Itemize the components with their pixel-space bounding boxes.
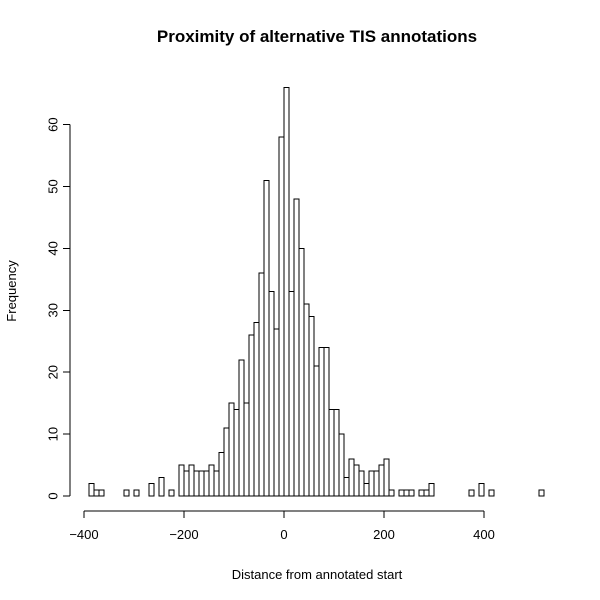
histogram-bar bbox=[253, 322, 260, 497]
histogram-bar bbox=[398, 489, 405, 497]
histogram-bar bbox=[293, 198, 300, 497]
histogram-bar bbox=[408, 489, 415, 497]
x-tick-label: 200 bbox=[373, 527, 395, 542]
histogram-bar bbox=[98, 489, 105, 497]
y-tick-label: 50 bbox=[46, 179, 61, 193]
histogram-bar bbox=[233, 408, 240, 497]
histogram-bar bbox=[488, 489, 495, 497]
histogram-bar bbox=[228, 402, 235, 497]
histogram-bar bbox=[268, 291, 275, 497]
histogram-bar bbox=[468, 489, 475, 497]
histogram-bar bbox=[258, 272, 265, 497]
histogram-bar bbox=[363, 483, 370, 497]
y-tick-label: 20 bbox=[46, 365, 61, 379]
histogram-bars bbox=[88, 86, 545, 497]
histogram-bar bbox=[373, 470, 380, 497]
histogram-bar bbox=[213, 470, 220, 497]
y-tick-label: 60 bbox=[46, 117, 61, 131]
histogram-bar bbox=[243, 402, 250, 497]
histogram-bar bbox=[538, 489, 545, 497]
y-tick-label: 10 bbox=[46, 427, 61, 441]
histogram-bar bbox=[238, 359, 245, 497]
histogram-bar bbox=[333, 408, 340, 497]
histogram-bar bbox=[378, 464, 385, 497]
histogram-bar bbox=[178, 464, 185, 497]
histogram-bar bbox=[343, 476, 350, 497]
histogram-bar bbox=[303, 303, 310, 497]
x-axis: −400 −200 0 200 400 bbox=[69, 510, 495, 542]
histogram-bar bbox=[308, 315, 315, 497]
histogram-bar bbox=[248, 334, 255, 497]
histogram-bar bbox=[348, 458, 355, 497]
histogram-bar bbox=[283, 86, 290, 497]
histogram-bar bbox=[193, 470, 200, 497]
histogram-bar bbox=[358, 470, 365, 497]
y-tick-label: 0 bbox=[46, 492, 61, 499]
histogram-bar bbox=[368, 470, 375, 497]
histogram-bar bbox=[428, 483, 435, 497]
histogram-bar bbox=[208, 464, 215, 497]
histogram-bar bbox=[318, 346, 325, 497]
histogram-bar bbox=[263, 179, 270, 497]
y-tick-label: 40 bbox=[46, 241, 61, 255]
histogram-bar bbox=[478, 483, 485, 497]
histogram-bar bbox=[313, 365, 320, 497]
histogram-bar bbox=[423, 489, 430, 497]
histogram-bar bbox=[288, 291, 295, 497]
x-tick-label: −400 bbox=[69, 527, 98, 542]
y-axis-label: Frequency bbox=[4, 260, 19, 322]
histogram-bar bbox=[418, 489, 425, 497]
histogram-bar bbox=[338, 433, 345, 497]
histogram-bar bbox=[93, 489, 100, 497]
histogram-bar bbox=[388, 489, 395, 497]
histogram-bar bbox=[223, 427, 230, 497]
x-tick-label: −200 bbox=[169, 527, 198, 542]
histogram-bar bbox=[273, 328, 280, 497]
histogram-bar bbox=[203, 470, 210, 497]
histogram-bar bbox=[133, 489, 140, 497]
x-tick-label: 0 bbox=[280, 527, 287, 542]
histogram-bar bbox=[278, 136, 285, 497]
histogram-bar bbox=[188, 464, 195, 497]
histogram-bar bbox=[148, 483, 155, 497]
histogram-bar bbox=[323, 346, 330, 497]
histogram-bar bbox=[383, 458, 390, 497]
histogram-bar bbox=[88, 483, 95, 497]
histogram-bar bbox=[123, 489, 130, 497]
y-axis: 0 10 20 30 40 50 60 bbox=[46, 117, 71, 500]
histogram-bar bbox=[298, 247, 305, 497]
x-tick-label: 400 bbox=[473, 527, 495, 542]
histogram-bar bbox=[158, 476, 165, 497]
histogram-bar bbox=[168, 489, 175, 497]
chart-title: Proximity of alternative TIS annotations bbox=[157, 27, 477, 46]
histogram-bar bbox=[218, 452, 225, 497]
histogram-bar bbox=[328, 408, 335, 497]
histogram-bar bbox=[198, 470, 205, 497]
x-axis-label: Distance from annotated start bbox=[232, 567, 403, 582]
histogram-bar bbox=[183, 470, 190, 497]
y-tick-label: 30 bbox=[46, 303, 61, 317]
histogram-bar bbox=[353, 464, 360, 497]
histogram-bar bbox=[403, 489, 410, 497]
